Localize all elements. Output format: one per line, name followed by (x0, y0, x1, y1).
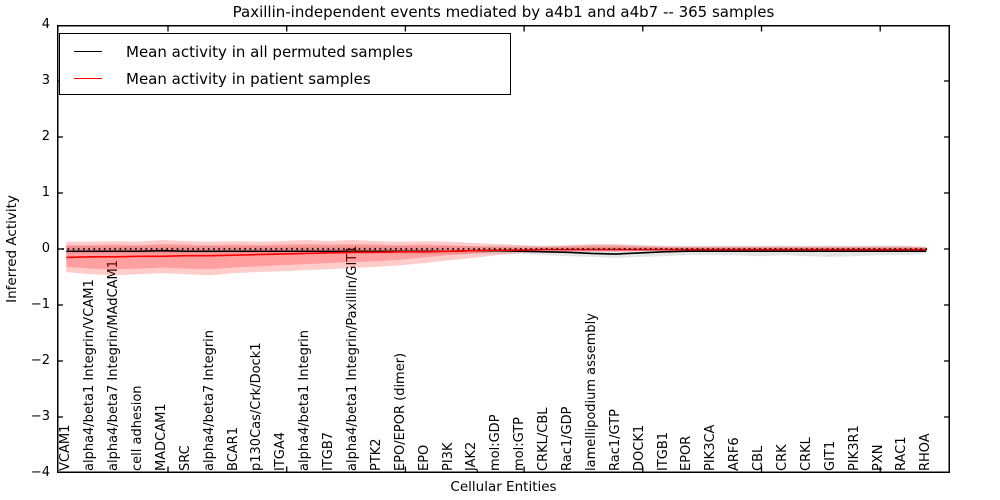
y-tick-label: 1 (41, 185, 50, 200)
y-tick-label: 2 (41, 129, 50, 144)
plot-area (57, 25, 950, 473)
y-tick-label: 0 (41, 241, 50, 256)
y-tick-label: 3 (41, 73, 50, 88)
chart-title: Paxillin-independent events mediated by … (232, 3, 775, 21)
legend-item-patient: Mean activity in patient samples (60, 65, 510, 92)
y-tick-label: −4 (30, 465, 50, 480)
legend-label-patient: Mean activity in patient samples (126, 69, 371, 88)
legend-line-red-icon (74, 78, 102, 79)
y-tick-label: −2 (30, 353, 50, 368)
legend-item-permuted: Mean activity in all permuted samples (60, 38, 510, 65)
legend: Mean activity in all permuted samples Me… (59, 33, 511, 95)
y-tick-label: −3 (30, 409, 50, 424)
legend-label-permuted: Mean activity in all permuted samples (126, 42, 413, 61)
y-tick-label: 4 (41, 17, 50, 32)
chart-canvas (57, 25, 950, 473)
x-axis-label: Cellular Entities (450, 479, 557, 495)
y-tick-label: −1 (30, 297, 50, 312)
legend-line-black-icon (74, 51, 102, 52)
